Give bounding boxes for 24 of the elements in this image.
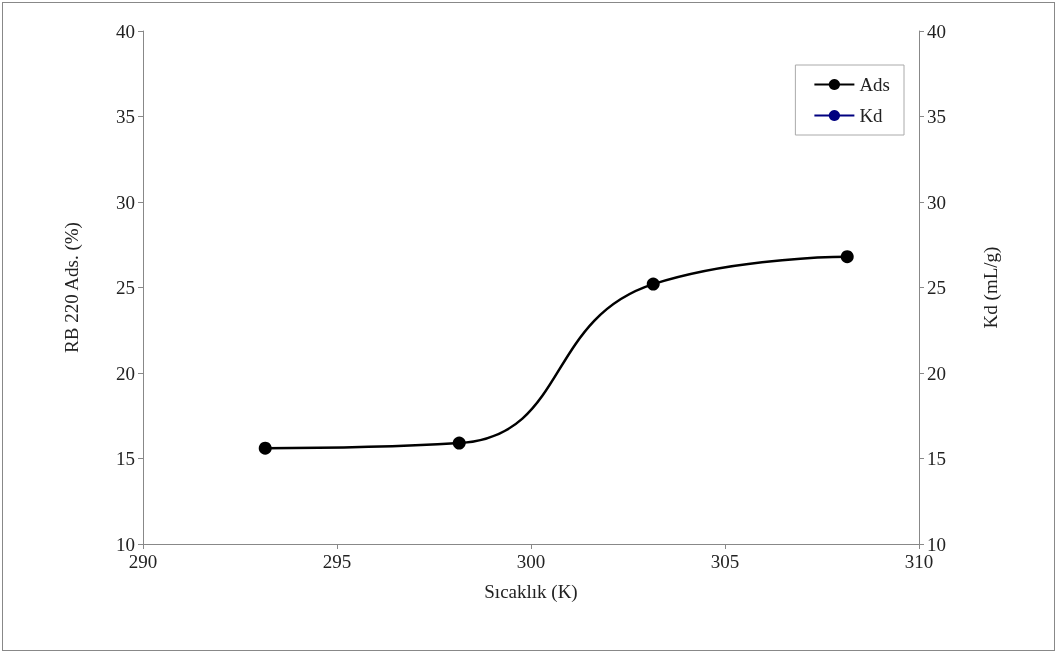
y-tick-label: 30 [116, 191, 135, 213]
y-tick-label: 15 [116, 448, 135, 469]
x-tick-label: 295 [322, 551, 352, 572]
x-axis-title: Sıcaklık (K) [484, 581, 578, 603]
point [840, 250, 854, 264]
point [258, 441, 272, 455]
y2-axis-title: Kd (mL/g) [980, 246, 1002, 329]
x-tick-label: 305 [710, 551, 740, 572]
legend-label: Kd [859, 105, 884, 126]
y-tick-label: 20 [116, 362, 135, 384]
y2-tick-label: 40 [927, 20, 946, 42]
point [452, 436, 466, 450]
y2-tick-label: 15 [927, 448, 946, 469]
y2-tick-label: 25 [927, 277, 946, 298]
y-axis-title: RB 220 Ads. (%) [61, 222, 83, 353]
legend-label: Ads [859, 74, 891, 95]
point [646, 277, 660, 291]
x-tick-label: 300 [516, 551, 546, 572]
y2-tick-label: 30 [927, 191, 946, 213]
y2-tick-label: 20 [927, 362, 946, 384]
y-tick-label: 40 [116, 20, 135, 42]
y2-tick-label: 35 [927, 106, 946, 127]
y-tick-label: 25 [116, 277, 135, 298]
y-tick-label: 35 [116, 106, 135, 127]
